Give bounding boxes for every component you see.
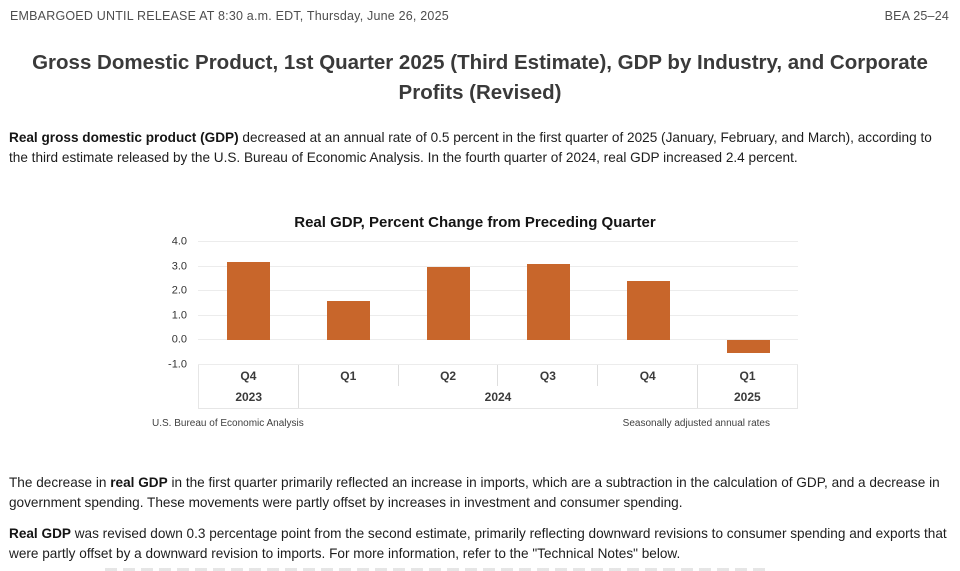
bar-q3-3 (526, 264, 570, 341)
year-label: 2024 (299, 386, 698, 408)
gridline (198, 314, 798, 316)
chart-body: 4.0 3.0 2.0 1.0 0.0 -1.0 Q4 Q1 Q2 Q3 Q4 Q1 2023 202… (152, 236, 798, 409)
revision-paragraph: Real GDP was revised down 0.3 percentage… (9, 524, 951, 564)
bar-q1-1 (326, 301, 370, 341)
y-tick-label: 4.0 (171, 235, 187, 248)
quarter-label: Q4 (199, 365, 299, 386)
y-tick-label: 1.0 (171, 309, 187, 322)
bar-q2-2 (426, 266, 470, 341)
chart-footnotes: U.S. Bureau of Economic Analysis Seasona… (152, 418, 798, 429)
intro-paragraph: Real gross domestic product (GDP) decrea… (9, 128, 951, 168)
chart-source-note: U.S. Bureau of Economic Analysis (152, 418, 304, 429)
chart-title: Real GDP, Percent Change from Preceding … (294, 214, 656, 231)
embargo-text: EMBARGOED UNTIL RELEASE AT 8:30 a.m. EDT… (10, 9, 449, 23)
bar-q1-5 (726, 340, 770, 353)
analysis-bold: real GDP (110, 475, 168, 490)
gridline (198, 290, 798, 292)
analysis-paragraph: The decrease in real GDP in the first qu… (9, 473, 951, 513)
quarter-labels: Q4 Q1 Q2 Q3 Q4 Q1 (199, 365, 797, 386)
intro-rest: decreased at an annual rate of 0.5 perce… (9, 130, 932, 165)
bar-q4-0 (226, 261, 270, 341)
quarter-label: Q4 (598, 365, 699, 386)
quarter-label: Q3 (498, 365, 599, 386)
revision-rest: was revised down 0.3 percentage point fr… (9, 526, 947, 561)
release-masthead: EMBARGOED UNTIL RELEASE AT 8:30 a.m. EDT… (0, 0, 960, 23)
gridline (198, 265, 798, 267)
y-tick-label: -1.0 (168, 358, 187, 371)
quarter-label: Q2 (399, 365, 499, 386)
x-axis-band: Q4 Q1 Q2 Q3 Q4 Q1 2023 2024 2025 (198, 365, 798, 409)
gridline (198, 339, 798, 341)
chart-adjustment-note: Seasonally adjusted annual rates (622, 418, 770, 429)
gridline (198, 364, 798, 365)
quarter-label: Q1 (739, 368, 756, 383)
release-number: BEA 25–24 (884, 9, 949, 23)
y-tick-label: 0.0 (171, 333, 187, 346)
bar-q4-4 (626, 281, 670, 341)
y-axis: 4.0 3.0 2.0 1.0 0.0 -1.0 (152, 236, 198, 370)
y-tick-label: 3.0 (171, 260, 187, 273)
revision-bold: Real GDP (9, 526, 71, 541)
intro-bold: Real gross domestic product (GDP) (9, 130, 239, 145)
page-title: Gross Domestic Product, 1st Quarter 2025… (32, 51, 928, 104)
plot-wrap: Q4 Q1 Q2 Q3 Q4 Q1 2023 2024 2025 (198, 241, 798, 409)
year-labels: 2023 2024 2025 (199, 386, 797, 408)
year-label: 2025 (733, 390, 761, 404)
analysis-rest: in the first quarter primarily reflected… (9, 475, 940, 510)
plot-area (198, 241, 798, 365)
y-tick-label: 2.0 (171, 284, 187, 297)
gdp-bar-chart: Real GDP, Percent Change from Preceding … (152, 213, 798, 429)
year-label: 2023 (199, 386, 300, 408)
gridline (198, 241, 798, 242)
quarter-label: Q1 (299, 365, 399, 386)
analysis-lead: The decrease in (9, 475, 111, 490)
